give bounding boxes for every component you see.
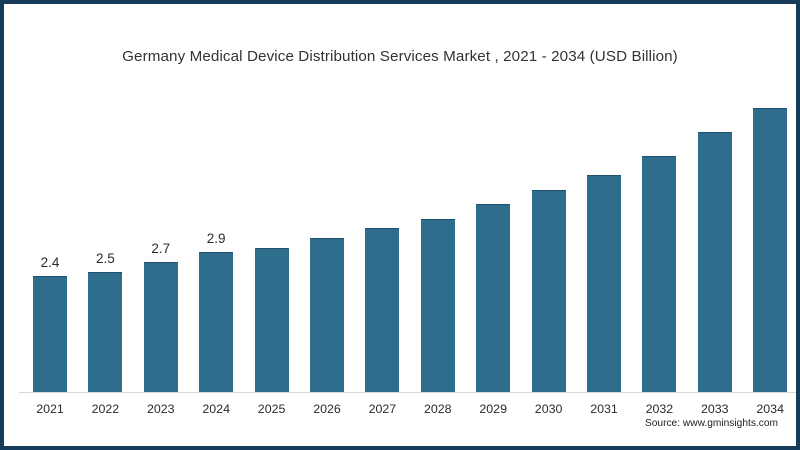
bar-2025 xyxy=(254,247,289,392)
bar-2032 xyxy=(642,156,677,392)
bar-2022 xyxy=(88,271,123,392)
x-tick-label-2028: 2028 xyxy=(424,402,452,416)
x-tick-label-2030: 2030 xyxy=(534,402,563,416)
bar-2021 xyxy=(33,276,67,392)
bar-2029 xyxy=(476,204,511,392)
source-attribution: Source: www.gminsights.com xyxy=(644,418,778,429)
bar-2026 xyxy=(310,237,344,392)
x-tick-label-2033: 2033 xyxy=(701,402,729,416)
plot-area: 2.4 2021 2.5 2022 2.7 2023 2.9 2024 2025 2026 2027… xyxy=(4,4,796,446)
bar-2030 xyxy=(531,189,566,392)
x-tick-label-2022: 2022 xyxy=(91,402,120,416)
x-tick-label-2021: 2021 xyxy=(36,402,64,416)
bar-value-label-2024: 2.9 xyxy=(206,231,226,247)
bar-2031 xyxy=(587,175,621,392)
x-tick-label-2029: 2029 xyxy=(479,402,507,416)
bar-value-label-2021: 2.4 xyxy=(40,255,60,271)
x-tick-label-2032: 2032 xyxy=(645,402,674,416)
x-tick-label-2023: 2023 xyxy=(147,402,175,416)
chart-title: Germany Medical Device Distribution Serv… xyxy=(122,48,678,65)
x-tick-label-2034: 2034 xyxy=(756,402,784,416)
bar-2028 xyxy=(420,218,455,392)
bar-2034 xyxy=(753,108,788,392)
bar-2023 xyxy=(143,262,178,392)
x-tick-label-2026: 2026 xyxy=(313,402,341,416)
x-tick-label-2031: 2031 xyxy=(590,402,618,416)
x-tick-label-2024: 2024 xyxy=(202,402,230,416)
bar-value-label-2022: 2.5 xyxy=(96,250,115,266)
x-tick-label-2027: 2027 xyxy=(368,402,397,416)
bar-2027 xyxy=(365,228,400,392)
bar-2033 xyxy=(697,132,732,392)
axis-baseline xyxy=(19,392,796,393)
bar-2024 xyxy=(199,252,234,392)
bar-value-label-2023: 2.7 xyxy=(151,241,171,257)
x-tick-label-2025: 2025 xyxy=(257,402,286,416)
